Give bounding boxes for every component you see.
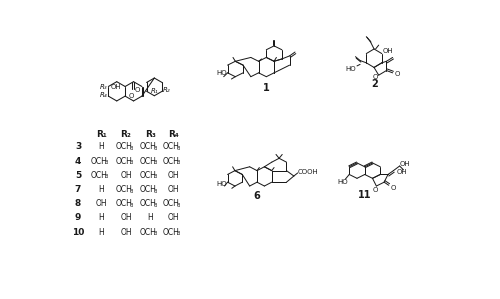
Text: H: H	[98, 228, 104, 237]
Text: OH: OH	[110, 84, 122, 90]
Text: 7: 7	[75, 185, 81, 194]
Text: R₄: R₄	[100, 92, 108, 98]
Text: 3: 3	[154, 160, 157, 165]
Text: H: H	[98, 185, 104, 194]
Text: R₂: R₂	[163, 87, 170, 93]
Text: OH: OH	[400, 161, 410, 167]
Text: HO: HO	[338, 179, 348, 185]
Text: R₃: R₃	[144, 130, 156, 139]
Text: OH: OH	[120, 171, 132, 180]
Text: OH: OH	[168, 213, 179, 222]
Text: 3: 3	[154, 231, 157, 236]
Text: OH: OH	[382, 48, 394, 54]
Text: O: O	[134, 87, 140, 93]
Text: OH: OH	[168, 171, 179, 180]
Text: 3: 3	[154, 146, 157, 151]
Text: O: O	[372, 187, 378, 193]
Text: HO: HO	[216, 181, 226, 187]
Text: 3: 3	[130, 203, 133, 208]
Text: H: H	[147, 213, 153, 222]
Text: 6: 6	[254, 191, 260, 201]
Text: 3: 3	[105, 160, 108, 165]
Text: OCH: OCH	[140, 228, 156, 237]
Text: OCH: OCH	[140, 142, 156, 151]
Text: H: H	[98, 142, 104, 151]
Text: OCH: OCH	[90, 156, 108, 166]
Text: OCH: OCH	[140, 185, 156, 194]
Text: OCH: OCH	[140, 156, 156, 166]
Text: O: O	[128, 93, 134, 99]
Text: OH: OH	[96, 199, 107, 208]
Text: OH: OH	[168, 185, 179, 194]
Text: OCH: OCH	[116, 199, 132, 208]
Text: OCH: OCH	[140, 199, 156, 208]
Text: R₃: R₃	[100, 84, 108, 90]
Text: R₂: R₂	[120, 130, 132, 139]
Text: OH: OH	[120, 228, 132, 237]
Text: 3: 3	[177, 146, 180, 151]
Text: R₄: R₄	[168, 130, 178, 139]
Text: 3: 3	[130, 146, 133, 151]
Text: 5: 5	[75, 171, 81, 180]
Text: 2: 2	[372, 80, 378, 89]
Text: O: O	[390, 184, 396, 190]
Text: OCH: OCH	[162, 199, 180, 208]
Text: 4: 4	[75, 156, 81, 166]
Text: OCH: OCH	[116, 142, 132, 151]
Text: 10: 10	[72, 228, 84, 237]
Text: 3: 3	[130, 189, 133, 193]
Text: 11: 11	[358, 190, 372, 200]
Text: OCH: OCH	[162, 156, 180, 166]
Text: OCH: OCH	[140, 171, 156, 180]
Text: 3: 3	[154, 189, 157, 193]
Text: OCH: OCH	[90, 171, 108, 180]
Text: 3: 3	[154, 174, 157, 179]
Text: OCH: OCH	[116, 185, 132, 194]
Text: 3: 3	[177, 203, 180, 208]
Text: OCH: OCH	[162, 228, 180, 237]
Text: 9: 9	[75, 213, 81, 222]
Text: OCH: OCH	[162, 142, 180, 151]
Text: OH: OH	[120, 213, 132, 222]
Text: COOH: COOH	[298, 169, 318, 175]
Text: HO: HO	[216, 70, 226, 76]
Text: HO: HO	[346, 66, 356, 72]
Text: R₁: R₁	[96, 130, 106, 139]
Text: H: H	[98, 213, 104, 222]
Text: R₁: R₁	[152, 88, 159, 94]
Text: 3: 3	[105, 174, 108, 179]
Text: OH: OH	[396, 169, 407, 175]
Text: 3: 3	[177, 160, 180, 165]
Text: 3: 3	[177, 231, 180, 236]
Text: 3: 3	[130, 160, 133, 165]
Text: OCH: OCH	[116, 156, 132, 166]
Text: O: O	[373, 74, 378, 80]
Text: 3: 3	[75, 142, 81, 151]
Text: 3: 3	[154, 203, 157, 208]
Text: 1: 1	[263, 83, 270, 93]
Text: 8: 8	[75, 199, 81, 208]
Text: O: O	[394, 71, 400, 77]
